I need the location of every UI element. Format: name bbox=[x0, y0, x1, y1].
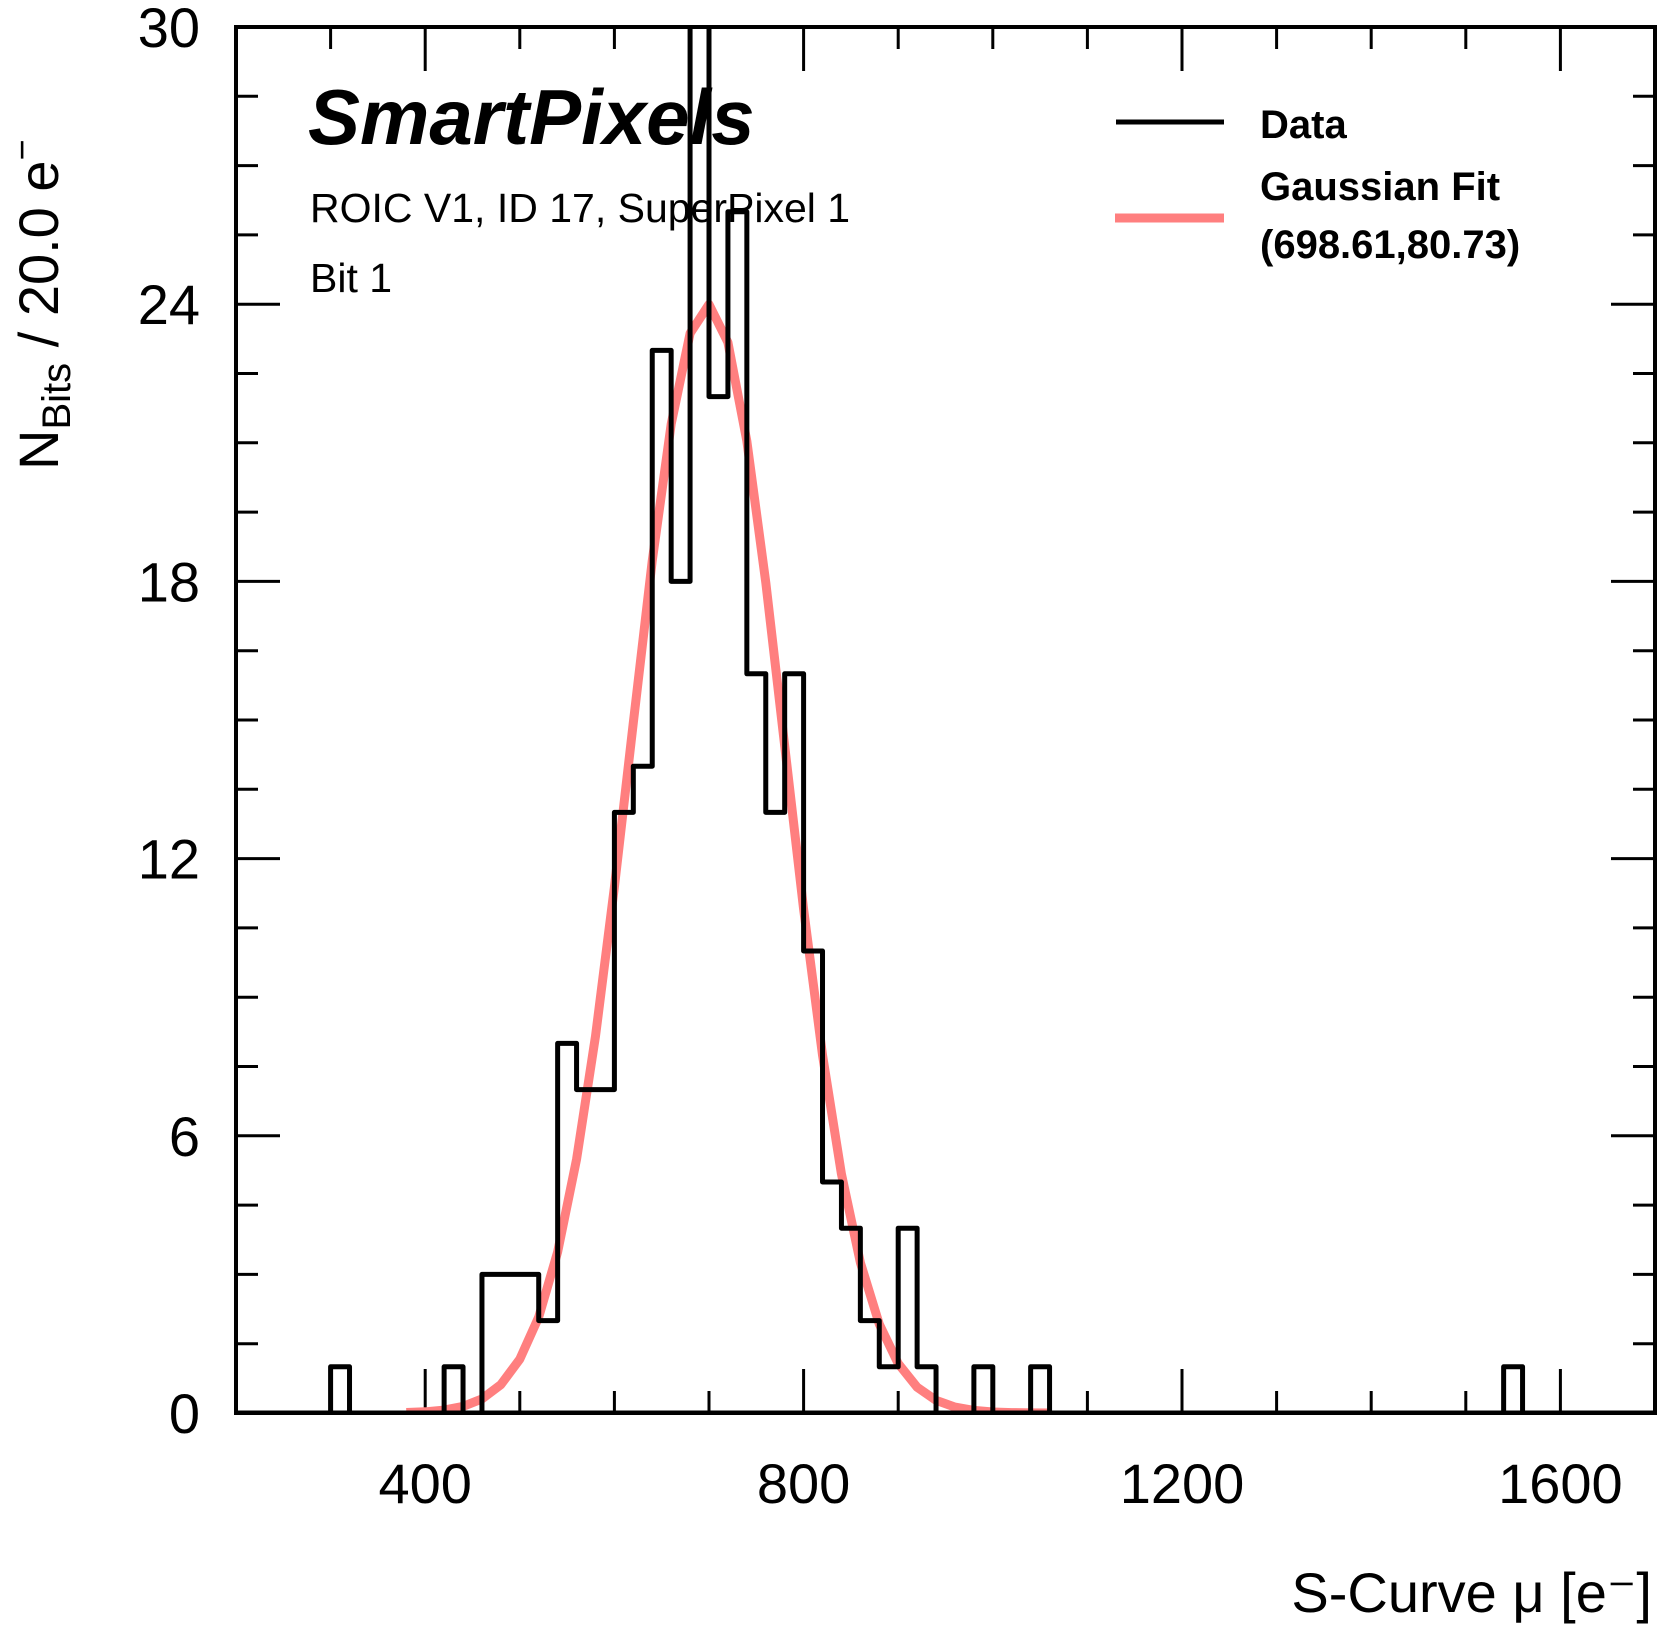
y-tick-label: 0 bbox=[169, 1382, 200, 1445]
histogram-bin bbox=[520, 1274, 539, 1413]
histogram-bin bbox=[501, 1274, 520, 1413]
y-axis-title: NBits / 20.0 e− bbox=[1, 139, 79, 470]
histogram-bin bbox=[539, 1321, 558, 1413]
histogram-bin bbox=[558, 1043, 577, 1413]
x-tick-label: 800 bbox=[757, 1452, 850, 1515]
histogram-bin bbox=[1504, 1367, 1523, 1413]
histogram-bin bbox=[331, 1367, 350, 1413]
histogram-bin bbox=[444, 1367, 463, 1413]
legend-label-fit-params: (698.61,80.73) bbox=[1260, 223, 1520, 267]
histogram-bin bbox=[785, 674, 804, 1413]
histogram-bin bbox=[671, 581, 690, 1413]
legend: Data Gaussian Fit (698.61,80.73) bbox=[1115, 103, 1520, 267]
histogram-bin bbox=[482, 1274, 501, 1413]
histogram-bin bbox=[898, 1228, 917, 1413]
histogram-bin bbox=[747, 674, 766, 1413]
plot-frame bbox=[234, 25, 1657, 1415]
histogram-bin bbox=[709, 397, 728, 1413]
y-tick-label: 30 bbox=[138, 0, 200, 59]
y-tick-label: 18 bbox=[138, 550, 200, 613]
y-tick-label: 24 bbox=[138, 273, 200, 336]
histogram-bin bbox=[841, 1228, 860, 1413]
data-histogram-outline bbox=[328, 29, 1526, 1413]
y-tick-label: 6 bbox=[169, 1105, 200, 1168]
hist-layer bbox=[238, 29, 1654, 1413]
brand-label: SmartPixels bbox=[308, 73, 755, 161]
histogram-bin bbox=[766, 812, 785, 1413]
histogram-bin bbox=[577, 1090, 596, 1413]
x-tick-label: 1600 bbox=[1498, 1452, 1623, 1515]
histogram-bin bbox=[652, 350, 671, 1413]
histogram-bin bbox=[860, 1321, 879, 1413]
y-axis-title-sub: Bits bbox=[35, 363, 79, 430]
y-axis-title-rest: / 20.0 e bbox=[7, 160, 70, 362]
info-line-1: ROIC V1, ID 17, SuperPixel 1 bbox=[310, 185, 850, 231]
ticks-layer: 400 800 1200 1600 0 6 12 18 24 30 bbox=[138, 0, 1657, 1515]
histogram-bin bbox=[614, 812, 633, 1413]
histogram-bin bbox=[917, 1367, 936, 1413]
histogram-bin bbox=[1031, 1367, 1050, 1413]
histogram-bin bbox=[728, 212, 747, 1413]
histogram-bin bbox=[595, 1090, 614, 1413]
legend-label-data: Data bbox=[1260, 103, 1347, 147]
histogram-bin bbox=[823, 1182, 842, 1413]
histogram-bin bbox=[804, 951, 823, 1413]
histogram-bin bbox=[974, 1367, 993, 1413]
x-tick-label: 400 bbox=[378, 1452, 471, 1515]
info-line-2: Bit 1 bbox=[310, 255, 392, 301]
x-tick-label: 1200 bbox=[1120, 1452, 1245, 1515]
y-tick-label: 12 bbox=[138, 828, 200, 891]
x-axis-title: S-Curve μ [e⁻] bbox=[1291, 1561, 1652, 1624]
histogram-bin bbox=[879, 1367, 898, 1413]
y-axis-title-sup: − bbox=[1, 139, 42, 160]
legend-label-fit: Gaussian Fit bbox=[1260, 165, 1500, 209]
y-axis-title-main: N bbox=[7, 430, 70, 470]
histogram-bin bbox=[633, 766, 652, 1413]
